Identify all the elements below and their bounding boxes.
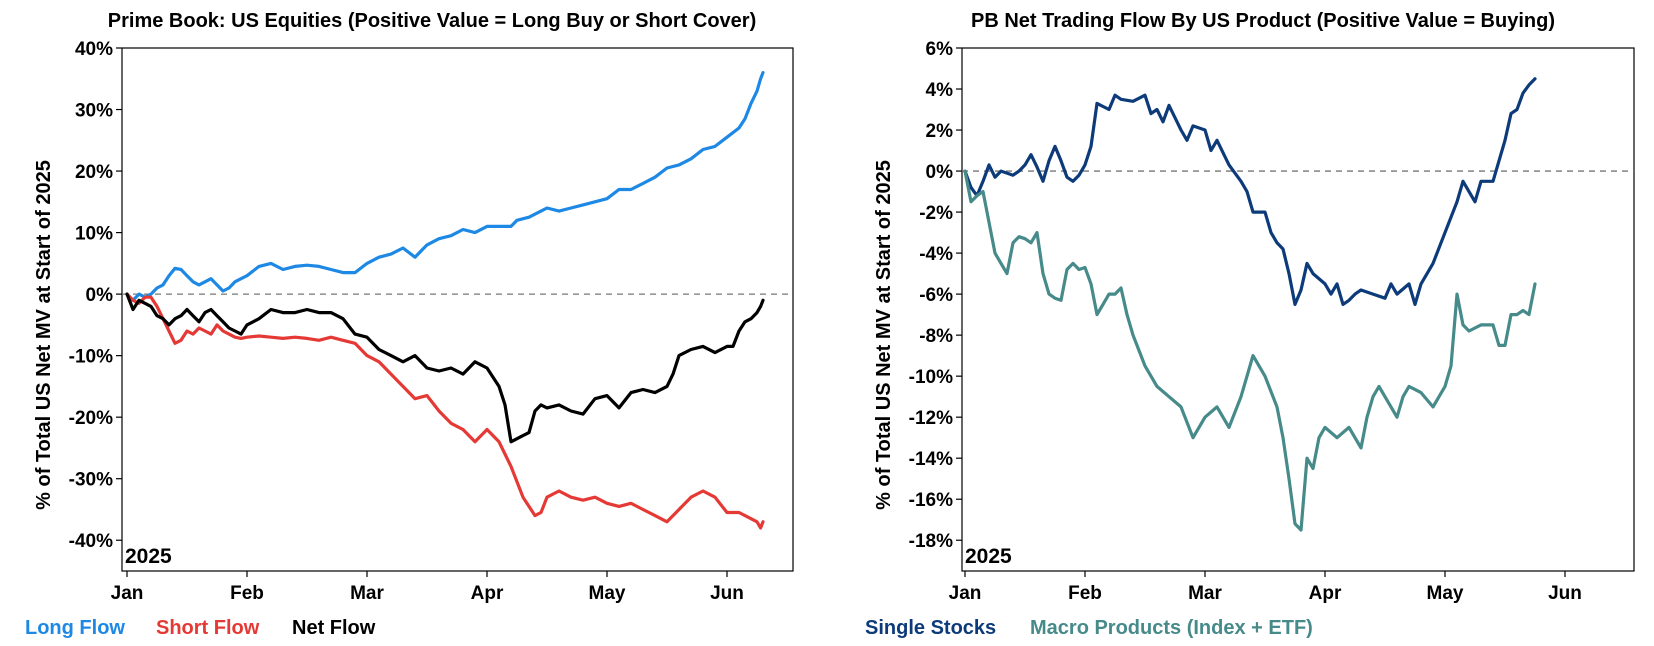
series-line-long-flow (125, 71, 765, 302)
left-chart: Prime Book: US Equities (Positive Value … (25, 10, 794, 639)
x-tick-label: Jan (111, 583, 144, 604)
y-tick-label: -10% (909, 367, 953, 388)
right-y-axis-label: % of Total US Net MV at Start of 2025 (873, 160, 895, 510)
left-year-label: 2025 (125, 545, 172, 568)
y-tick-label: -2% (919, 203, 953, 224)
right-plot-frame (961, 47, 1635, 572)
y-tick-label: 30% (75, 101, 113, 122)
y-tick-label: -20% (69, 408, 113, 429)
y-tick-label: -14% (909, 449, 953, 470)
left-y-axis-label: % of Total US Net MV at Start of 2025 (33, 160, 55, 510)
left-legend: Long Flow Short Flow Net Flow (25, 617, 376, 639)
x-tick-label: May (1427, 583, 1464, 604)
x-tick-label: Jun (710, 583, 744, 604)
y-tick-label: 20% (75, 162, 113, 183)
y-tick-label: -16% (909, 490, 953, 511)
y-tick-label: 6% (926, 39, 954, 60)
x-tick-label: Mar (350, 583, 384, 604)
right-year-label: 2025 (965, 545, 1012, 568)
legend-net-flow: Net Flow (292, 617, 376, 639)
y-tick-label: -30% (69, 470, 113, 491)
y-tick-label: -18% (909, 531, 953, 552)
left-chart-title: Prime Book: US Equities (Positive Value … (108, 10, 756, 32)
legend-long-flow: Long Flow (25, 617, 125, 639)
y-tick-label: 0% (86, 285, 114, 306)
x-tick-label: Apr (471, 583, 504, 604)
y-tick-label: 10% (75, 224, 113, 245)
y-tick-label: 4% (926, 80, 954, 101)
series-line-single-stocks (963, 77, 1537, 306)
right-chart-title: PB Net Trading Flow By US Product (Posit… (971, 10, 1555, 32)
right-x-ticks: Jan Feb Mar Apr May Jun (949, 571, 1582, 604)
left-x-ticks: Jan Feb Mar Apr May Jun (111, 571, 744, 604)
y-tick-label: -8% (919, 326, 953, 347)
left-series-lines (125, 71, 765, 530)
x-tick-label: Jan (949, 583, 982, 604)
y-tick-label: -12% (909, 408, 953, 429)
legend-single-stocks: Single Stocks (865, 617, 996, 639)
left-plot-frame (121, 47, 794, 572)
series-line-short-flow (125, 292, 765, 530)
series-line-net-flow (125, 292, 765, 444)
x-tick-label: May (589, 583, 626, 604)
y-tick-label: 40% (75, 39, 113, 60)
right-legend: Single Stocks Macro Products (Index + ET… (865, 617, 1313, 639)
y-tick-label: -6% (919, 285, 953, 306)
y-tick-label: 0% (926, 162, 954, 183)
left-y-ticks: 40% 30% 20% 10% 0% -10% -20% -30% -40% (69, 39, 122, 552)
x-tick-label: Feb (1068, 583, 1102, 604)
series-line-macro-products-index-etf (963, 169, 1537, 532)
y-tick-label: -10% (69, 347, 113, 368)
x-tick-label: Apr (1309, 583, 1342, 604)
x-tick-label: Mar (1188, 583, 1222, 604)
x-tick-label: Jun (1548, 583, 1582, 604)
right-chart: PB Net Trading Flow By US Product (Posit… (865, 10, 1635, 639)
y-tick-label: -40% (69, 531, 113, 552)
legend-short-flow: Short Flow (156, 617, 260, 639)
y-tick-label: 2% (926, 121, 954, 142)
x-tick-label: Feb (230, 583, 264, 604)
right-y-ticks: 6% 4% 2% 0% -2% -4% -6% -8% -10% -12% -14% -16% -18% (909, 39, 962, 552)
y-tick-label: -4% (919, 244, 953, 265)
legend-macro-products: Macro Products (Index + ETF) (1030, 617, 1313, 639)
right-series-lines (963, 77, 1537, 532)
